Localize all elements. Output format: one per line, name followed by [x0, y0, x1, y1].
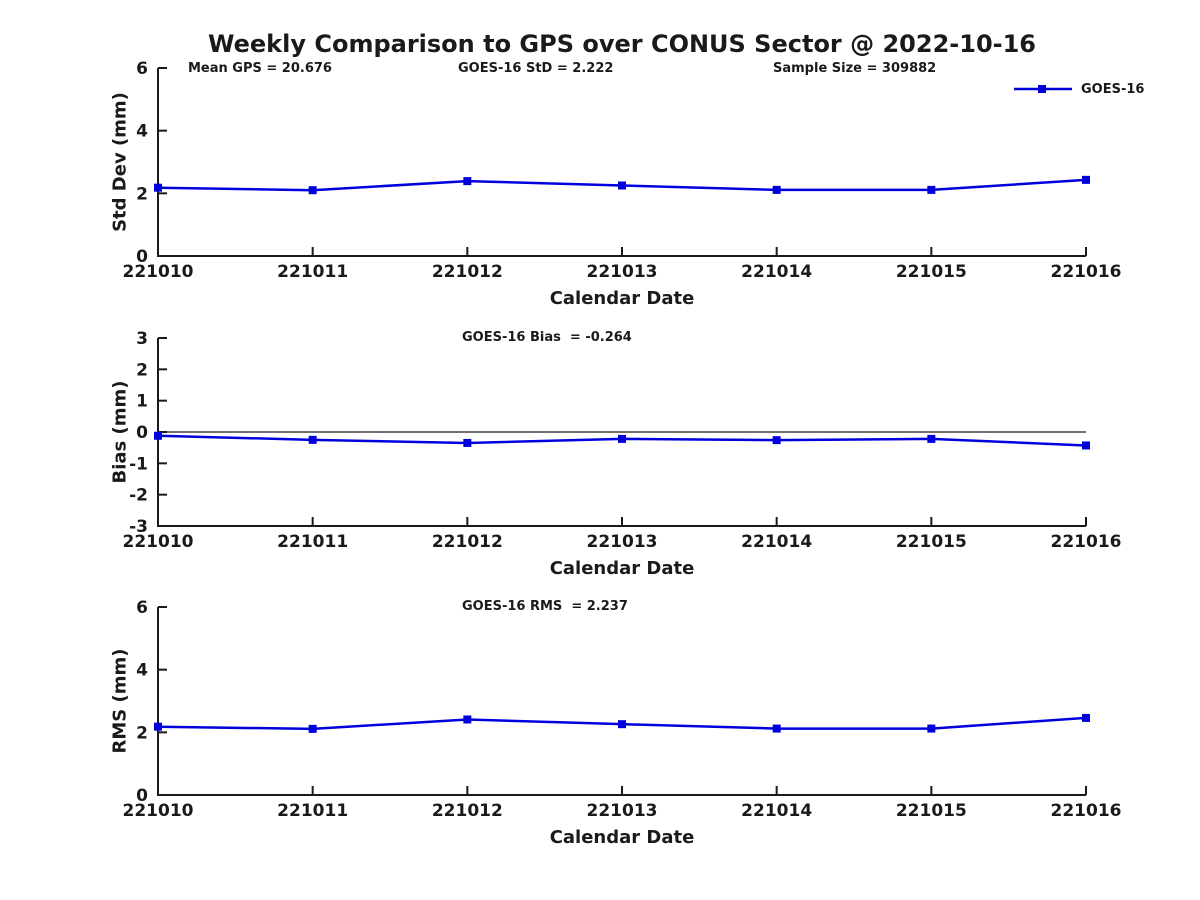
svg-text:221014: 221014: [741, 262, 812, 282]
svg-text:221013: 221013: [587, 532, 658, 552]
data-point-marker: [154, 431, 162, 440]
legend: GOES-16: [1014, 81, 1144, 97]
data-point-marker: [463, 715, 472, 724]
svg-text:221013: 221013: [587, 801, 658, 821]
svg-text:6: 6: [136, 598, 148, 618]
svg-text:221015: 221015: [896, 532, 967, 552]
data-point-marker: [154, 183, 162, 192]
data-point-marker: [772, 185, 781, 194]
xlabel-calendar-date-3: Calendar Date: [549, 827, 695, 848]
data-point-marker: [927, 724, 936, 733]
svg-text:-1: -1: [129, 454, 148, 474]
data-point-marker: [1082, 175, 1090, 184]
data-point-marker: [308, 435, 317, 444]
svg-text:-3: -3: [129, 517, 148, 537]
svg-text:221012: 221012: [432, 532, 503, 552]
data-point-marker: [308, 724, 317, 733]
xlabel-calendar-date-1: Calendar Date: [549, 288, 695, 309]
svg-text:-2: -2: [129, 486, 148, 506]
data-point-marker: [618, 720, 626, 729]
data-point-marker: [463, 177, 472, 186]
data-point-marker: [618, 181, 626, 190]
data-point-marker: [1082, 713, 1090, 722]
svg-text:221015: 221015: [896, 801, 967, 821]
data-point-marker: [618, 434, 626, 443]
xlabel-calendar-date-2: Calendar Date: [549, 558, 695, 579]
data-point-marker: [927, 434, 936, 443]
svg-text:221015: 221015: [896, 262, 967, 282]
svg-text:221016: 221016: [1051, 532, 1122, 552]
panel-std-dev-plot: 0 2 4 6 221010 221011 221012 221013 221014 221015…: [123, 59, 1122, 282]
svg-text:6: 6: [136, 59, 148, 79]
svg-text:1: 1: [136, 392, 148, 412]
annotation-goes16-std: GOES-16 StD = 2.222: [458, 61, 614, 76]
svg-text:2: 2: [136, 723, 148, 743]
panel-rms-plot: 0 2 4 6 221010 221011 221012 221013 221014 221015…: [123, 598, 1122, 821]
svg-text:221010: 221010: [123, 532, 194, 552]
svg-text:221010: 221010: [123, 262, 194, 282]
svg-text:4: 4: [136, 661, 148, 681]
svg-text:221016: 221016: [1051, 801, 1122, 821]
svg-text:221013: 221013: [587, 262, 658, 282]
chart-title: Weekly Comparison to GPS over CONUS Sect…: [207, 30, 1036, 58]
annotation-goes16-bias: GOES-16 Bias = -0.264: [462, 330, 632, 345]
svg-text:2: 2: [136, 184, 148, 204]
annotation-sample-size: Sample Size = 309882: [773, 61, 937, 76]
svg-text:221011: 221011: [277, 262, 348, 282]
svg-text:221014: 221014: [741, 532, 812, 552]
svg-text:3: 3: [136, 329, 148, 349]
data-point-marker: [927, 185, 936, 194]
svg-text:221012: 221012: [432, 801, 503, 821]
svg-text:2: 2: [136, 360, 148, 380]
svg-text:221014: 221014: [741, 801, 812, 821]
svg-text:0: 0: [136, 423, 148, 443]
annotation-mean-gps: Mean GPS = 20.676: [188, 61, 332, 76]
data-point-marker: [308, 186, 317, 195]
legend-label: GOES-16: [1081, 81, 1145, 97]
svg-text:4: 4: [136, 122, 148, 142]
svg-text:221011: 221011: [277, 532, 348, 552]
svg-text:221016: 221016: [1051, 262, 1122, 282]
svg-text:221010: 221010: [123, 801, 194, 821]
legend-line-marker-icon: [1014, 85, 1072, 93]
data-point-marker: [154, 722, 162, 731]
data-point-marker: [1082, 441, 1090, 450]
panel-bias-plot: -3 -2 -1 0 1 2 3 221010 221011 221012 221013 221014…: [123, 329, 1122, 552]
svg-text:0: 0: [136, 247, 148, 267]
svg-text:221011: 221011: [277, 801, 348, 821]
data-point-marker: [772, 436, 781, 445]
svg-text:0: 0: [136, 786, 148, 806]
data-point-marker: [463, 438, 472, 447]
data-point-marker: [772, 724, 781, 733]
svg-text:221012: 221012: [432, 262, 503, 282]
annotation-goes16-rms: GOES-16 RMS = 2.237: [462, 599, 628, 614]
